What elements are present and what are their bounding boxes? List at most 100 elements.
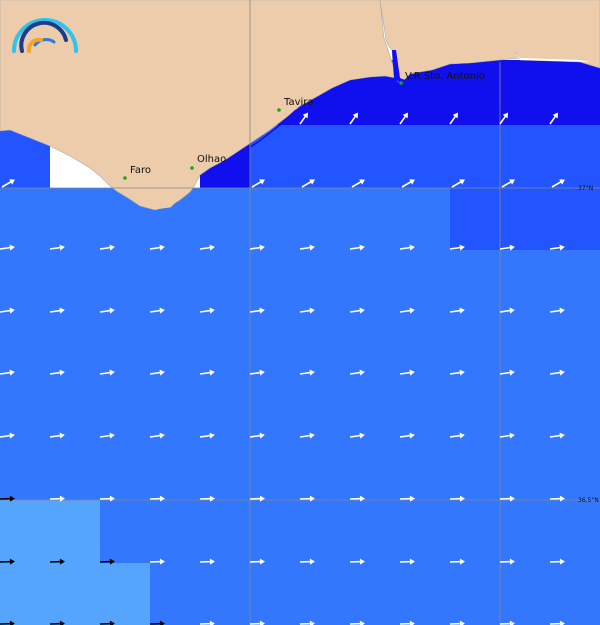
current-arrow	[549, 620, 565, 625]
current-arrows	[0, 112, 565, 625]
current-arrow	[199, 495, 215, 502]
current-arrow	[299, 558, 315, 565]
current-arrow	[449, 307, 465, 314]
land-mass	[0, 0, 600, 211]
current-arrow	[349, 495, 365, 502]
current-arrow	[449, 244, 465, 251]
current-arrow	[299, 112, 309, 125]
current-arrow	[449, 620, 465, 625]
cell-low	[0, 563, 150, 625]
current-arrow	[199, 620, 215, 625]
wave-arc-logo	[12, 18, 78, 53]
current-arrow	[49, 244, 65, 251]
latitude-label-36-5n: 36.5°N	[578, 497, 599, 504]
current-arrow	[49, 495, 65, 502]
current-arrow	[449, 432, 465, 439]
current-arrow	[499, 369, 515, 376]
current-arrow	[499, 307, 515, 314]
current-arrow	[499, 432, 515, 439]
current-arrow	[199, 369, 215, 376]
current-arrow	[399, 558, 415, 565]
current-arrow	[399, 307, 415, 314]
current-arrow	[0, 495, 15, 502]
current-arrow	[399, 495, 415, 502]
current-arrow	[399, 244, 415, 251]
current-arrow	[499, 112, 509, 125]
current-arrow	[451, 179, 465, 188]
current-arrow	[149, 244, 165, 251]
current-arrow	[301, 179, 315, 188]
current-arrow	[99, 558, 115, 565]
current-arrow	[549, 112, 559, 125]
current-arrow	[149, 495, 165, 502]
current-arrow	[401, 179, 415, 188]
current-arrow	[449, 558, 465, 565]
current-arrow	[299, 432, 315, 439]
current-arrow	[0, 369, 15, 376]
current-arrow	[249, 244, 265, 251]
current-arrow	[149, 369, 165, 376]
white-spit	[515, 52, 590, 62]
current-arrow	[49, 369, 65, 376]
cell-high	[450, 188, 600, 250]
current-arrow	[299, 495, 315, 502]
current-arrow	[399, 369, 415, 376]
current-arrow	[199, 307, 215, 314]
current-arrow	[549, 495, 565, 502]
current-arrow	[199, 244, 215, 251]
current-arrow	[349, 432, 365, 439]
town-dot-vrsa	[399, 81, 403, 85]
cell-high	[250, 125, 600, 188]
current-arrow	[549, 432, 565, 439]
current-arrow	[99, 495, 115, 502]
current-arrow	[349, 244, 365, 251]
current-arrow	[349, 307, 365, 314]
current-arrow	[149, 307, 165, 314]
current-arrow	[49, 307, 65, 314]
town-label-olhao: Olhao	[197, 154, 226, 165]
current-arrow	[99, 620, 115, 625]
current-arrow	[349, 620, 365, 625]
current-arrow	[1, 179, 15, 188]
current-arrow	[299, 369, 315, 376]
current-arrow	[0, 432, 15, 439]
current-arrow	[299, 307, 315, 314]
current-arrow	[399, 620, 415, 625]
current-arrow	[99, 244, 115, 251]
current-arrow	[149, 558, 165, 565]
current-arrow	[299, 620, 315, 625]
town-dot-olhao	[190, 166, 194, 170]
town-dot-faro	[123, 176, 127, 180]
current-arrow	[549, 244, 565, 251]
current-arrow	[549, 307, 565, 314]
current-arrow	[49, 620, 65, 625]
current-arrow	[449, 495, 465, 502]
logo-orange-arc	[26, 37, 43, 53]
town-label-faro: Faro	[130, 165, 151, 176]
current-arrow	[499, 244, 515, 251]
current-arrow	[551, 179, 565, 188]
town-markers	[123, 81, 403, 180]
current-arrow	[249, 307, 265, 314]
logo-middle-arc	[19, 20, 68, 53]
current-arrow	[449, 369, 465, 376]
current-arrow	[49, 432, 65, 439]
current-arrow	[349, 558, 365, 565]
tavira-channel	[199, 109, 297, 179]
current-arrow	[549, 558, 565, 565]
current-arrow	[149, 432, 165, 439]
current-arrow	[399, 432, 415, 439]
cell-low	[0, 500, 100, 563]
current-arrow	[499, 620, 515, 625]
current-arrow	[149, 620, 165, 625]
current-arrow	[399, 112, 409, 125]
current-arrow	[501, 179, 515, 188]
town-label-tavira: Tavira	[283, 97, 314, 108]
current-arrow	[449, 112, 459, 125]
current-arrow	[251, 179, 265, 188]
current-arrow	[99, 307, 115, 314]
current-arrow	[499, 495, 515, 502]
